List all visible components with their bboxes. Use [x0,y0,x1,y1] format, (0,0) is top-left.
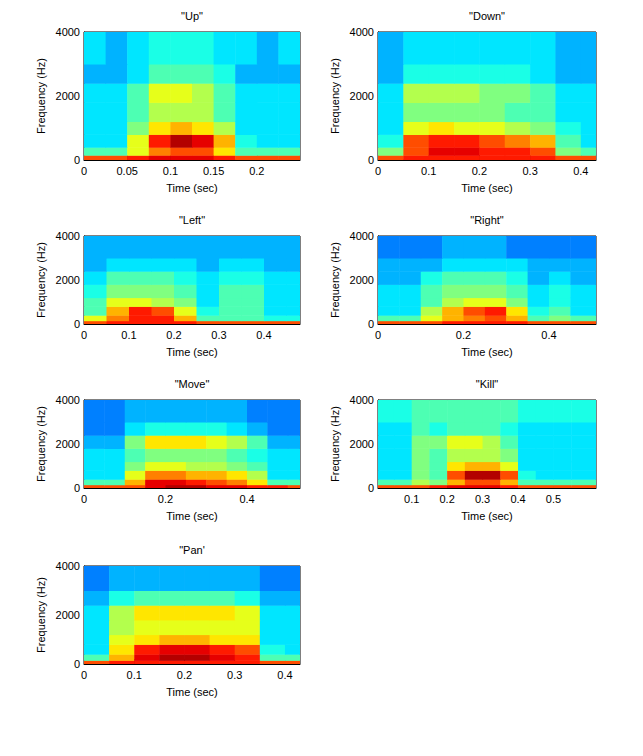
svg-text:Frequency (Hz): Frequency (Hz) [35,58,47,134]
svg-text:0.5: 0.5 [546,493,561,505]
svg-text:2000: 2000 [56,90,80,102]
svg-text:0.1: 0.1 [404,493,419,505]
svg-text:"Up": "Up" [181,10,203,22]
svg-text:4000: 4000 [56,230,80,242]
svg-text:0.4: 0.4 [541,329,556,341]
svg-text:0: 0 [368,154,374,166]
svg-text:0: 0 [368,482,374,494]
svg-text:0.1: 0.1 [127,669,142,681]
svg-text:0.2: 0.2 [158,493,173,505]
svg-text:2000: 2000 [350,274,374,286]
svg-text:4000: 4000 [56,26,80,38]
svg-text:0: 0 [81,165,87,177]
svg-text:0: 0 [375,165,381,177]
svg-text:0.1: 0.1 [163,165,178,177]
svg-text:Frequency (Hz): Frequency (Hz) [35,577,47,653]
svg-text:0: 0 [74,658,80,670]
svg-text:0.4: 0.4 [277,669,292,681]
svg-text:0.2: 0.2 [166,329,181,341]
svg-text:0.2: 0.2 [472,165,487,177]
svg-text:0.1: 0.1 [421,165,436,177]
svg-text:0.1: 0.1 [121,329,136,341]
svg-text:0.3: 0.3 [522,165,537,177]
svg-text:0: 0 [375,329,381,341]
svg-text:Time (sec): Time (sec) [461,510,513,522]
svg-text:0: 0 [74,318,80,330]
svg-text:0.3: 0.3 [211,329,226,341]
svg-text:0.4: 0.4 [239,493,254,505]
svg-text:0.4: 0.4 [510,493,525,505]
svg-text:Time (sec): Time (sec) [166,182,218,194]
svg-text:"Right": "Right" [470,214,504,226]
svg-text:0.3: 0.3 [227,669,242,681]
svg-text:4000: 4000 [56,394,80,406]
svg-text:Time (sec): Time (sec) [461,346,513,358]
svg-text:Frequency (Hz): Frequency (Hz) [329,242,341,318]
svg-text:0.2: 0.2 [456,329,471,341]
svg-text:0.15: 0.15 [203,165,224,177]
svg-text:Time (sec): Time (sec) [166,510,218,522]
svg-text:0.3: 0.3 [475,493,490,505]
svg-text:"Move": "Move" [175,378,210,390]
svg-text:"Left": "Left" [179,214,205,226]
svg-text:0.4: 0.4 [256,329,271,341]
svg-text:"Down": "Down" [469,10,505,22]
svg-text:2000: 2000 [56,609,80,621]
svg-text:"Kill": "Kill" [476,378,499,390]
svg-text:Frequency (Hz): Frequency (Hz) [35,406,47,482]
svg-text:0.05: 0.05 [116,165,137,177]
svg-text:"Pan': "Pan' [179,544,205,556]
svg-text:Time (sec): Time (sec) [461,182,513,194]
svg-text:0.2: 0.2 [439,493,454,505]
svg-text:Time (sec): Time (sec) [166,686,218,698]
svg-text:4000: 4000 [56,560,80,572]
svg-text:0: 0 [81,329,87,341]
svg-text:Time (sec): Time (sec) [166,346,218,358]
svg-text:0: 0 [74,482,80,494]
svg-text:2000: 2000 [56,274,80,286]
svg-text:Frequency (Hz): Frequency (Hz) [35,242,47,318]
svg-text:4000: 4000 [350,230,374,242]
svg-text:4000: 4000 [350,26,374,38]
svg-text:Frequency (Hz): Frequency (Hz) [329,406,341,482]
svg-text:0.4: 0.4 [573,165,588,177]
svg-text:0: 0 [81,669,87,681]
svg-text:4000: 4000 [350,394,374,406]
svg-text:2000: 2000 [350,438,374,450]
svg-text:2000: 2000 [56,438,80,450]
svg-text:Frequency (Hz): Frequency (Hz) [329,58,341,134]
svg-text:0: 0 [368,318,374,330]
svg-text:0.2: 0.2 [177,669,192,681]
svg-text:0.2: 0.2 [249,165,264,177]
svg-text:2000: 2000 [350,90,374,102]
svg-text:0: 0 [81,493,87,505]
svg-text:0: 0 [74,154,80,166]
